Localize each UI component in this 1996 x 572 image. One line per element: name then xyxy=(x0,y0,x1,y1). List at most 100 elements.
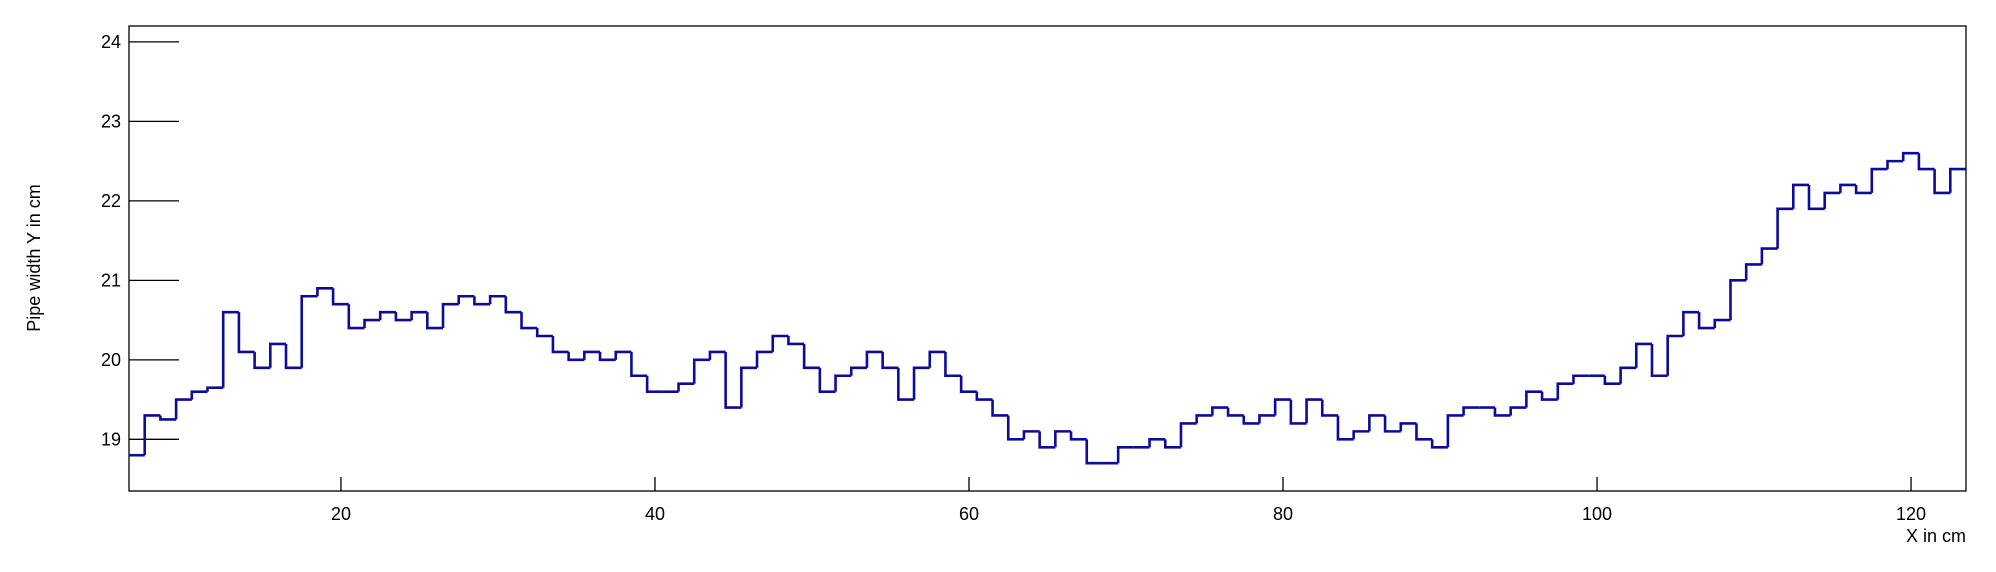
histogram-bin xyxy=(1619,366,1637,384)
histogram-bin xyxy=(1163,439,1181,449)
histogram-bin xyxy=(708,350,726,360)
histogram-bin xyxy=(598,351,616,362)
histogram-bin xyxy=(1148,438,1166,448)
y-tick-label: 23 xyxy=(101,111,121,131)
histogram-bin xyxy=(1446,414,1464,448)
histogram-bin xyxy=(378,310,396,321)
histogram-bin xyxy=(818,367,836,393)
histogram-bin xyxy=(457,294,475,305)
histogram-bin xyxy=(630,351,648,378)
histogram-bin xyxy=(1399,422,1417,432)
y-tick-label: 22 xyxy=(101,191,121,211)
histogram-bin xyxy=(1540,391,1558,401)
plot-frame xyxy=(128,25,1967,492)
histogram-bin xyxy=(520,312,538,330)
histogram-bin xyxy=(1352,430,1370,440)
histogram-bin xyxy=(1242,415,1260,425)
histogram-bin xyxy=(1682,310,1700,336)
histogram-bin xyxy=(1054,430,1072,448)
histogram-bin xyxy=(1886,159,1904,170)
histogram-bin xyxy=(1273,398,1291,416)
histogram-bin xyxy=(771,334,789,352)
histogram-bin xyxy=(551,336,569,354)
histogram-bin xyxy=(755,350,773,368)
histogram-bin xyxy=(221,310,239,388)
histogram-bin xyxy=(677,382,695,392)
y-tick-label: 21 xyxy=(101,270,121,290)
histogram-bin xyxy=(1179,422,1197,448)
histogram-bin xyxy=(331,288,349,306)
histogram-bin xyxy=(1713,318,1731,329)
histogram-bin xyxy=(1776,207,1794,249)
histogram-bin xyxy=(1305,398,1323,424)
x-tick-label: 60 xyxy=(959,504,979,524)
histogram-bin xyxy=(347,304,365,330)
histogram-bin xyxy=(284,343,302,370)
histogram-bin xyxy=(1038,431,1056,449)
histogram-bin xyxy=(865,350,883,368)
histogram-bin xyxy=(740,366,758,408)
histogram-bin xyxy=(1933,169,1951,195)
y-tick-label: 24 xyxy=(101,32,121,52)
x-tick-label: 120 xyxy=(1896,504,1926,524)
histogram-bin xyxy=(1211,406,1229,416)
histogram-bin xyxy=(959,375,977,393)
histogram-bin xyxy=(269,342,287,368)
histogram-bin xyxy=(1116,445,1134,464)
histogram-bin xyxy=(1603,375,1621,385)
x-tick-label: 100 xyxy=(1582,504,1612,524)
histogram-bin xyxy=(787,336,805,346)
histogram-bin xyxy=(912,366,930,400)
histogram-bin xyxy=(1509,406,1527,416)
y-axis-title: Pipe width Y in cm xyxy=(24,184,44,331)
histogram-bin xyxy=(1289,399,1307,425)
histogram-bin xyxy=(1870,167,1888,193)
histogram-bin xyxy=(583,350,601,360)
histogram-bin xyxy=(1556,382,1574,400)
histogram-bin xyxy=(1949,167,1966,193)
histogram-bin xyxy=(1336,415,1354,441)
histogram-bin xyxy=(614,350,632,360)
histogram-bin xyxy=(1791,183,1809,209)
histogram-bin xyxy=(190,390,208,400)
y-tick-label: 20 xyxy=(101,350,121,370)
histogram-bin xyxy=(724,351,742,409)
histogram-bin xyxy=(1650,343,1668,378)
histogram-bin xyxy=(159,415,177,421)
x-tick-label: 20 xyxy=(331,504,351,524)
histogram-bin xyxy=(143,414,161,456)
histogram-bin xyxy=(897,367,915,401)
histogram-bin xyxy=(1901,151,1919,162)
histogram-bin xyxy=(206,386,224,392)
histogram-bin xyxy=(834,374,852,392)
histogram-bin xyxy=(410,310,428,321)
histogram-bin xyxy=(1634,342,1652,368)
histogram-bin xyxy=(692,358,710,384)
histogram-bin xyxy=(1729,279,1747,321)
histogram-bin xyxy=(504,296,522,314)
histogram-bin xyxy=(394,312,412,322)
histogram-bin xyxy=(1195,414,1213,424)
x-tick-label: 80 xyxy=(1273,504,1293,524)
histogram-bin xyxy=(1572,374,1590,384)
histogram-bin xyxy=(535,328,553,338)
histogram-bin xyxy=(316,287,334,297)
histogram-bin xyxy=(1666,334,1684,376)
histogram-bin xyxy=(1744,263,1762,281)
histogram-bin xyxy=(1854,184,1872,195)
histogram-bin xyxy=(1917,153,1935,171)
histogram-bin xyxy=(567,351,585,362)
histogram-bin xyxy=(975,391,993,401)
histogram-bin xyxy=(944,351,962,378)
histogram-bin xyxy=(1430,439,1448,449)
histogram-bin xyxy=(441,302,459,329)
histogram-bin xyxy=(645,375,663,393)
histogram-bin xyxy=(1320,399,1338,417)
histogram-bin xyxy=(1368,414,1386,432)
histogram-bin xyxy=(237,312,255,354)
histogram-bin xyxy=(1085,439,1103,465)
histogram-bin xyxy=(300,294,318,368)
histogram-bin xyxy=(1760,247,1778,265)
x-axis-title: X in cm xyxy=(1906,526,1966,546)
